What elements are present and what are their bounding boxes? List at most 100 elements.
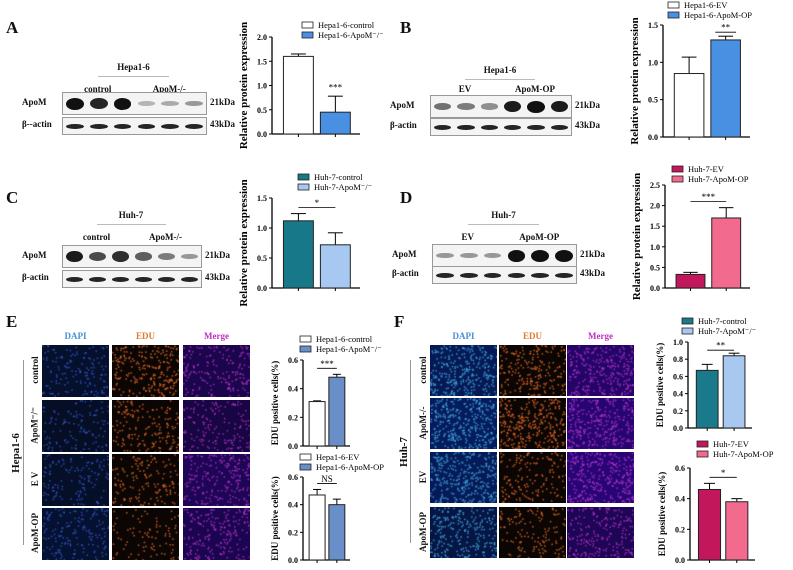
panel-label-f: F	[394, 312, 405, 331]
y-tick-label: 1.0	[257, 224, 267, 233]
significance-label: NS	[321, 474, 333, 484]
bar-1	[673, 73, 705, 138]
legend-swatch	[696, 450, 709, 458]
y-tick-label: 0.0	[288, 556, 298, 565]
y-axis-label: EDU positive cells(%)	[270, 361, 280, 446]
protein-band	[66, 276, 83, 282]
fluorescence-image-dapi	[430, 345, 497, 396]
protein-band	[550, 124, 568, 130]
fluorescence-image-merge	[183, 508, 250, 560]
fluorescence-image-edu	[112, 345, 179, 397]
legend-label: Hepa1-6-ApoM-OP	[684, 10, 752, 20]
molecular-weight-label: 43kDa	[580, 268, 606, 278]
legend-label: Huh-7-EV	[688, 164, 725, 174]
row-label: ApoM	[22, 96, 47, 107]
divider	[23, 360, 24, 545]
bar-2	[711, 217, 742, 289]
protein-band	[527, 124, 545, 130]
protein-band	[89, 276, 106, 282]
chart-c: 0.0 0.5 1.0 1.5 Relative protein expression H…	[238, 172, 373, 307]
legend-swatch	[667, 11, 680, 19]
molecular-weight-label: 43kDa	[575, 120, 601, 130]
fluorescence-image-dapi	[430, 452, 497, 503]
protein-band	[459, 272, 478, 278]
y-tick-label: 0.8	[673, 355, 683, 364]
molecular-weight-label: 21kDa	[205, 249, 231, 260]
protein-band	[161, 123, 180, 129]
protein-band	[457, 124, 475, 130]
chart-e1: 0.0 0.2 0.4 0.6 EDU positive cells(%) Hepa1-6…	[270, 334, 382, 451]
group-label: ApoM-OP	[515, 84, 555, 94]
legend-swatch	[299, 335, 312, 343]
legend-swatch	[299, 345, 312, 353]
apom-blot-strip	[430, 95, 572, 118]
y-tick-label: 0.4	[673, 390, 683, 399]
legend-swatch	[696, 440, 709, 448]
y-tick-label: 0.6	[673, 372, 683, 381]
y-tick-label: 0.2	[673, 407, 683, 416]
actin-blot-strip	[430, 118, 572, 136]
y-tick-label: 0.6	[675, 464, 685, 473]
y-axis-label: EDU positive cells(%)	[657, 472, 667, 557]
fluorescence-image-merge	[567, 452, 634, 503]
bar-2	[319, 111, 351, 135]
legend-label: Huh-7-ApoM⁻/⁻	[314, 182, 373, 192]
fluorescence-image-dapi	[42, 508, 109, 560]
legend-swatch	[671, 175, 684, 183]
y-axis-label: EDU positive cells(%)	[270, 476, 280, 561]
y-tick-label: 2.0	[650, 202, 660, 211]
protein-band	[507, 272, 526, 278]
fluorescence-image-merge	[183, 400, 250, 452]
divider	[410, 360, 411, 543]
protein-band	[550, 100, 568, 113]
y-tick-label: 0.0	[257, 130, 267, 139]
legend-label: Huh-7-EV	[713, 439, 750, 449]
apom-blot-strip	[62, 245, 202, 268]
molecular-weight-label: 21kDa	[580, 248, 606, 259]
protein-band	[480, 103, 498, 110]
protein-band	[185, 100, 203, 107]
legend-swatch	[667, 1, 680, 9]
fluorescence-image-dapi	[430, 398, 497, 449]
significance-label: ***	[702, 192, 716, 202]
protein-band	[436, 252, 454, 259]
protein-band	[457, 102, 475, 111]
protein-band	[555, 272, 573, 278]
protein-band	[158, 276, 175, 282]
protein-band	[137, 123, 156, 129]
legend-label: Huh-7-ApoM-OP	[688, 174, 749, 184]
y-tick-label: 0.4	[675, 495, 685, 504]
y-tick-label: 0.5	[257, 106, 267, 115]
fluorescence-image-edu	[112, 454, 179, 506]
actin-blot-strip	[62, 270, 202, 288]
molecular-weight-label: 21kDa	[210, 96, 236, 107]
y-tick-label: 1.5	[257, 194, 267, 203]
divider	[465, 79, 535, 80]
y-tick-label: 2.5	[650, 181, 660, 190]
y-tick-label: 1.5	[650, 222, 660, 231]
bar-1	[675, 273, 706, 289]
protein-band	[112, 251, 129, 262]
y-tick-label: 2.0	[257, 33, 267, 42]
legend-label: Hepa1-6-control	[318, 20, 375, 30]
protein-band	[113, 97, 132, 110]
protein-band	[527, 100, 545, 113]
legend-swatch	[671, 165, 684, 173]
bar-2	[328, 376, 346, 447]
fluorescence-image-dapi	[42, 454, 109, 506]
y-tick-label: 0.2	[288, 413, 298, 422]
protein-band	[504, 124, 522, 130]
y-tick-label: 0.0	[257, 284, 267, 293]
protein-band	[66, 123, 84, 129]
cell-line-label: Hepa1-6	[117, 62, 150, 72]
protein-band	[483, 272, 502, 278]
legend-swatch	[299, 453, 312, 461]
protein-band	[113, 123, 132, 129]
legend-swatch	[301, 31, 314, 39]
y-tick-label: 0.5	[648, 96, 658, 105]
protein-band	[185, 123, 203, 129]
panel-label-c: C	[6, 188, 19, 207]
significance-label: ***	[320, 359, 334, 369]
protein-band	[436, 272, 454, 278]
